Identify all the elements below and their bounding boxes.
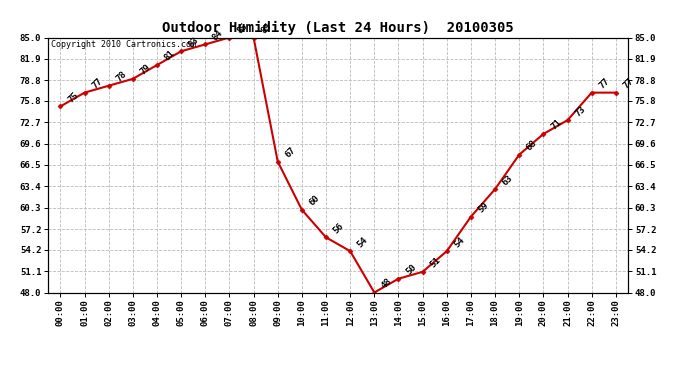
Text: 84: 84	[211, 28, 225, 42]
Text: Copyright 2010 Cartronics.com: Copyright 2010 Cartronics.com	[51, 40, 196, 49]
Text: 60: 60	[308, 194, 322, 208]
Text: 77: 77	[622, 76, 635, 90]
Text: 77: 77	[598, 76, 611, 90]
Text: 75: 75	[66, 90, 80, 104]
Text: 54: 54	[453, 235, 466, 249]
Text: 67: 67	[284, 146, 297, 159]
Text: 77: 77	[90, 76, 104, 90]
Text: 51: 51	[428, 256, 442, 270]
Text: 50: 50	[404, 262, 418, 276]
Title: Outdoor Humidity (Last 24 Hours)  20100305: Outdoor Humidity (Last 24 Hours) 2010030…	[162, 21, 514, 35]
Text: 68: 68	[525, 138, 539, 153]
Text: 83: 83	[187, 35, 201, 49]
Text: 73: 73	[573, 104, 587, 118]
Text: 85: 85	[259, 21, 273, 35]
Text: 54: 54	[356, 235, 370, 249]
Text: 59: 59	[477, 201, 491, 214]
Text: 81: 81	[163, 49, 177, 63]
Text: 48: 48	[380, 276, 394, 290]
Text: 78: 78	[115, 70, 128, 84]
Text: 71: 71	[549, 118, 563, 132]
Text: 63: 63	[501, 173, 515, 187]
Text: 56: 56	[332, 221, 346, 235]
Text: 85: 85	[235, 21, 249, 35]
Text: 79: 79	[139, 63, 152, 76]
